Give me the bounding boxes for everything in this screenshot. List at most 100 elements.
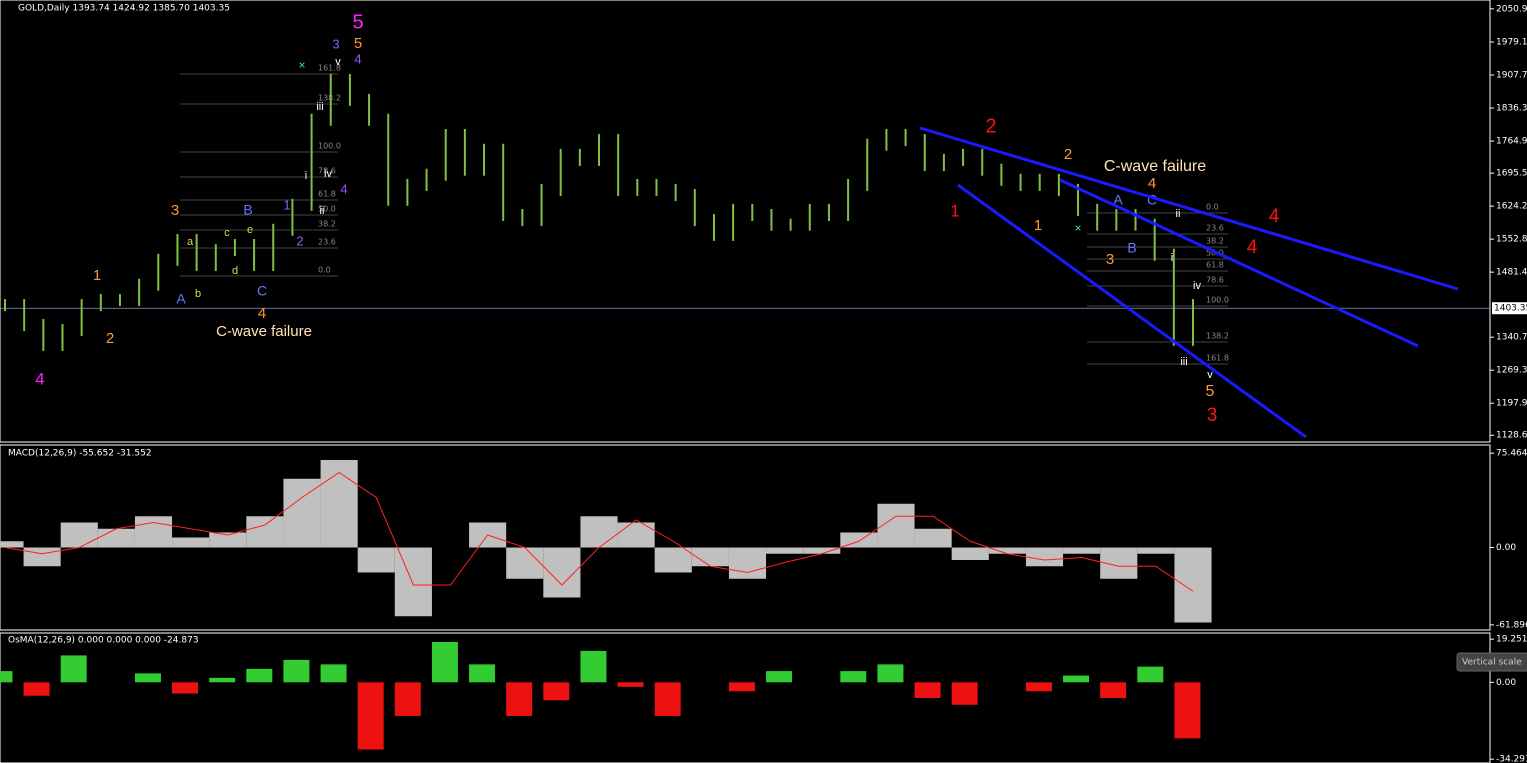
price-bar xyxy=(1077,184,1080,216)
price-bar xyxy=(195,233,198,271)
histogram-bar xyxy=(914,682,941,698)
price-bar xyxy=(42,319,45,351)
wave-label: ii xyxy=(320,205,325,217)
histogram-bar xyxy=(951,547,989,560)
price-bar xyxy=(425,168,428,191)
histogram-bar xyxy=(840,532,878,548)
histogram-bar xyxy=(1063,547,1101,554)
price-bars xyxy=(4,73,1194,351)
y-tick-label: 0.00 xyxy=(1496,678,1516,688)
histogram-bar xyxy=(209,677,236,683)
wave-label: e xyxy=(247,224,253,236)
fib-label: 138.2 xyxy=(1206,332,1229,341)
wave-label: B xyxy=(243,202,252,218)
y-tick-label: 1979.1 xyxy=(1496,38,1527,48)
wave-label: ii xyxy=(1176,208,1181,220)
wave-label: b xyxy=(195,288,201,300)
trendlines xyxy=(919,126,1459,439)
wave-label: 3 xyxy=(1106,251,1114,268)
price-bar xyxy=(329,73,332,126)
price-bar xyxy=(99,294,102,312)
wave-label: 5 xyxy=(1206,383,1215,400)
price-bar xyxy=(655,178,658,197)
fib-label: 23.6 xyxy=(318,238,336,247)
wave-label: 4 xyxy=(340,181,347,196)
price-bar xyxy=(157,253,160,291)
price-bar xyxy=(712,214,715,241)
fib-label: 50.0 xyxy=(318,205,336,214)
y-tick-label: 1695.5 xyxy=(1496,169,1527,179)
histogram-bar xyxy=(1174,682,1201,739)
y-tick-label: -61.896 xyxy=(1496,620,1527,630)
histogram-bar xyxy=(283,659,310,683)
histogram-bar xyxy=(617,682,644,687)
wave-label: iii xyxy=(1180,356,1187,368)
price-bar xyxy=(770,208,773,231)
histogram-bar xyxy=(506,547,544,579)
price-bar xyxy=(138,278,141,307)
price-bar xyxy=(598,134,600,166)
wave-label: 1 xyxy=(950,201,959,220)
price-bar xyxy=(253,239,256,271)
histogram-bar xyxy=(766,671,793,683)
wave-label: 2 xyxy=(296,233,303,248)
histogram-bar xyxy=(1174,547,1212,623)
wave-label: 4 xyxy=(1148,175,1156,192)
histogram-bar xyxy=(691,547,729,567)
wave-label: 5 xyxy=(354,35,362,52)
fib-label: 161.8 xyxy=(318,64,341,73)
price-bar xyxy=(751,203,754,221)
price-bar xyxy=(866,138,869,191)
histogram-bar xyxy=(357,682,384,750)
wave-label: d xyxy=(232,265,238,277)
macd-header: MACD(12,26,9) -55.652 -31.552 xyxy=(8,449,152,459)
fib-label: 161.8 xyxy=(1206,354,1229,363)
histogram-bar xyxy=(23,682,50,696)
wave-label: 4 xyxy=(1247,237,1258,258)
histogram-bar xyxy=(1100,682,1127,698)
histogram-bar xyxy=(654,547,692,573)
price-bar xyxy=(885,129,888,151)
y-tick-label: 75.464 xyxy=(1496,449,1527,459)
price-bar xyxy=(962,148,965,166)
wave-label: 1 xyxy=(1034,217,1042,234)
histogram-bar xyxy=(803,547,841,554)
wave-label: C xyxy=(257,283,267,299)
fib-label: 38.2 xyxy=(318,220,336,229)
wave-label: 3 xyxy=(332,36,339,51)
price-bar xyxy=(176,233,179,266)
price-bar xyxy=(847,178,850,221)
osma-panel xyxy=(0,632,1491,763)
histogram-bar xyxy=(246,668,273,683)
histogram-bar xyxy=(1137,547,1175,554)
histogram-bar xyxy=(394,547,432,617)
y-tick-label: 1481.4 xyxy=(1496,268,1527,278)
wave-label: 4 xyxy=(258,305,266,322)
histogram-bar xyxy=(766,547,804,554)
histogram xyxy=(0,641,1201,750)
price-bar xyxy=(348,73,351,106)
price-bar xyxy=(1192,299,1194,346)
y-tick-label: 1836.3 xyxy=(1496,104,1527,114)
y-tick-label: 1269.3 xyxy=(1496,366,1527,376)
histogram-bar xyxy=(283,478,321,548)
fib-label: 78.6 xyxy=(1206,276,1224,285)
y-tick-label: 19.251 xyxy=(1496,635,1527,645)
fib-label: 100.0 xyxy=(318,142,341,151)
histogram-bar xyxy=(172,682,199,694)
wave-label: C-wave failure xyxy=(1104,158,1206,175)
wave-label: a xyxy=(187,236,194,248)
price-bar xyxy=(483,143,486,176)
price-bar xyxy=(368,93,371,126)
fib-label: 61.8 xyxy=(318,190,336,199)
wave-label: 4 xyxy=(35,369,44,388)
histogram-bar xyxy=(246,516,284,548)
price-bar xyxy=(4,299,6,312)
price-bar xyxy=(732,203,735,241)
histogram xyxy=(0,460,1212,623)
osma-header: OsMA(12,26,9) 0.000 0.000 0.000 -24.873 xyxy=(8,636,199,646)
histogram-bar xyxy=(394,682,421,716)
fib-label: 61.8 xyxy=(1206,261,1224,270)
wave-label: 2 xyxy=(985,115,996,137)
